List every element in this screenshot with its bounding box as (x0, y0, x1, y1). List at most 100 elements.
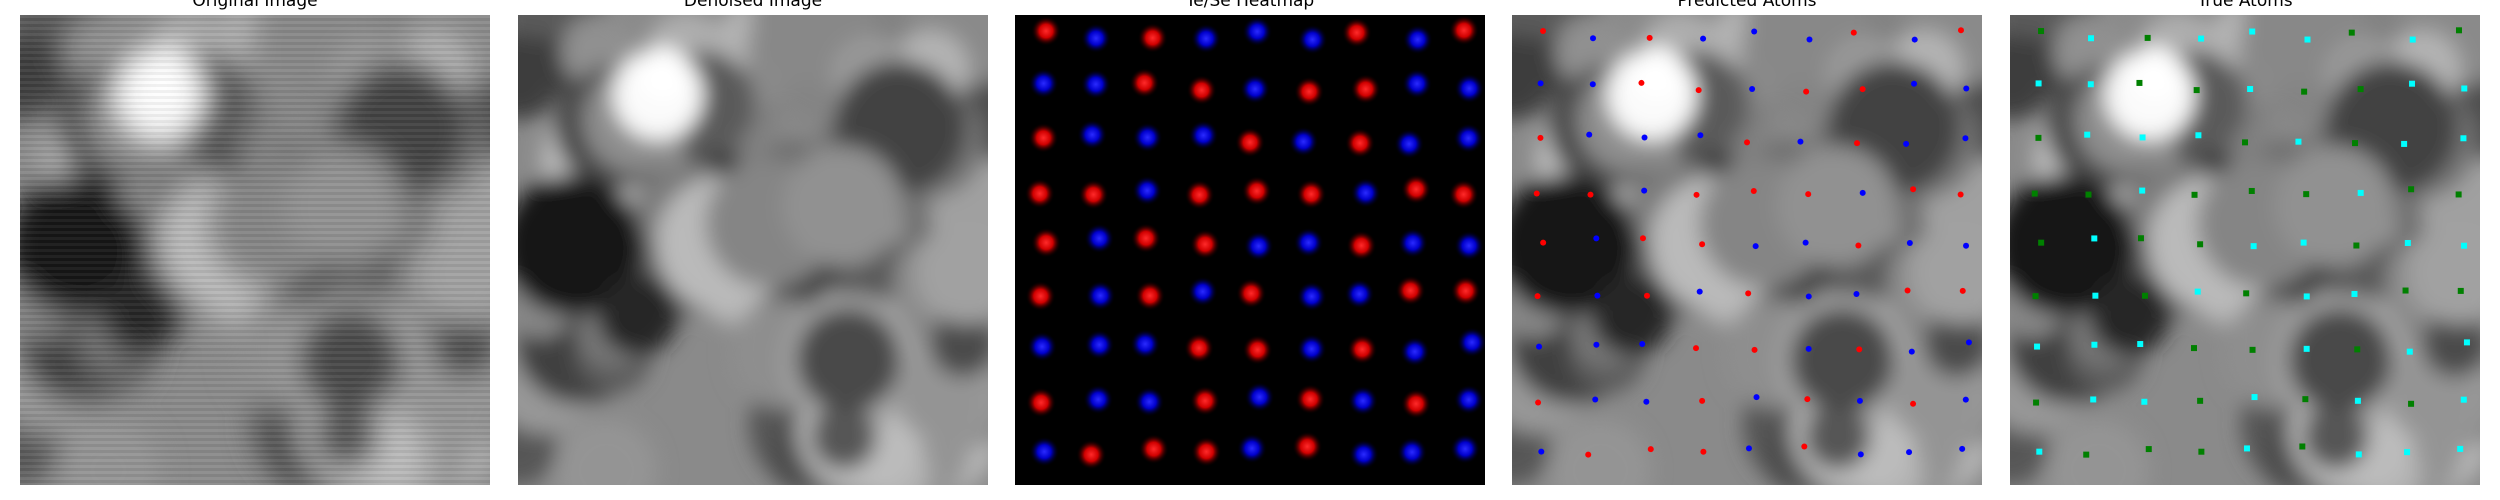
true-se-atom (2402, 287, 2409, 294)
heatmap-se-spot (1242, 16, 1273, 47)
panel-true-atoms: True Atoms (2010, 0, 2480, 500)
heatmap-se-spot (1397, 437, 1428, 468)
predicted-se-atom (1805, 293, 1812, 300)
true-te-atom (2457, 445, 2464, 452)
heatmap-te-spot (1350, 74, 1381, 105)
heatmap-se-spot (1080, 69, 1111, 100)
predicted-te-atom (1644, 292, 1651, 299)
predicted-te-atom (1856, 346, 1863, 353)
true-se-atom (2408, 186, 2415, 193)
heatmap-se-spot (1454, 230, 1485, 261)
true-se-atom (2031, 190, 2038, 197)
predicted-se-atom (1593, 235, 1600, 242)
heatmap-se-spot (1130, 329, 1161, 360)
heatmap-te-spot (1292, 431, 1323, 462)
heatmap-te-spot (1031, 16, 1062, 47)
true-se-atom (2033, 399, 2040, 406)
predicted-te-atom (1540, 28, 1547, 35)
heatmap-image (1015, 15, 1485, 485)
true-te-atom (2084, 131, 2091, 138)
heatmap-se-spot (1132, 122, 1163, 153)
true-se-atom (2248, 187, 2255, 194)
predicted-markers (1533, 27, 1972, 458)
predicted-te-atom (1859, 86, 1866, 93)
true-te-atom (2247, 86, 2254, 93)
predicted-se-atom (1697, 132, 1704, 139)
predicted-te-atom (1803, 88, 1810, 95)
denoised-image (518, 15, 988, 485)
predicted-se-atom (1696, 288, 1703, 295)
heatmap-te-spot (1129, 67, 1160, 98)
original-image (20, 15, 490, 485)
true-te-atom (2461, 242, 2468, 249)
true-se-atom (2357, 86, 2364, 93)
heatmap-se-spot (1397, 227, 1428, 258)
true-se-atom (2191, 191, 2198, 198)
heatmap-se-spot (1296, 281, 1327, 312)
heatmap-te-spot (1450, 275, 1481, 306)
predicted-te-atom (1957, 27, 1964, 34)
true-te-atom (2404, 239, 2411, 246)
predicted-se-atom (1745, 445, 1752, 452)
heatmap-te-spot (1031, 227, 1062, 258)
true-te-atom (2304, 36, 2311, 43)
true-te-atom (2404, 449, 2411, 456)
predicted-se-atom (1586, 131, 1593, 138)
heatmap-te-spot (1401, 174, 1432, 205)
heatmap-te-spot (1395, 275, 1426, 306)
predicted-te-atom (1850, 29, 1857, 36)
predicted-se-atom (1911, 36, 1918, 43)
heatmap-se-spot (1077, 119, 1108, 150)
predicted-te-atom (1639, 235, 1646, 242)
heatmap-se-spot (1347, 385, 1378, 416)
predicted-te-atom (1533, 190, 1540, 197)
true-te-atom (2463, 339, 2470, 346)
predicted-se-atom (1857, 451, 1864, 458)
true-te-atom (2034, 343, 2041, 350)
panel-title-denoised: Denoised Image (683, 0, 823, 11)
heatmap-te-spot (1341, 17, 1372, 48)
true-te-atom (2355, 451, 2362, 458)
heatmap-te-spot (1448, 179, 1479, 210)
predicted-te-atom (1638, 79, 1645, 86)
true-te-atom (2251, 394, 2258, 401)
true-te-atom (2351, 290, 2358, 297)
true-se-atom (2190, 345, 2197, 352)
predicted-te-atom (1959, 287, 1966, 294)
heatmap-se-spot (1399, 336, 1430, 367)
true-se-atom (2137, 235, 2144, 242)
heatmap-se-spot (1132, 175, 1163, 206)
predicted-se-atom (1806, 36, 1813, 43)
heatmap-se-spot (1081, 23, 1112, 54)
true-se-atom (2354, 346, 2361, 353)
true-se-atom (2302, 396, 2309, 403)
heatmap-se-spot (1134, 386, 1165, 417)
true-te-atom (2409, 36, 2416, 43)
heatmap-te-spot (1190, 385, 1221, 416)
panel-original-image: Original Image (20, 0, 490, 500)
true-te-atom (2092, 292, 2099, 299)
true-te-atom (2087, 81, 2094, 88)
true-te-atom (2090, 396, 2097, 403)
predicted-se-atom (1962, 135, 1969, 142)
heatmap-te-spot (1130, 223, 1161, 254)
true-te-atom (2300, 239, 2307, 246)
heatmap-se-spot (1084, 223, 1115, 254)
true-te-atom (2250, 243, 2257, 250)
heatmap-te-spot (1024, 178, 1055, 209)
heatmap-se-spot (1402, 24, 1433, 55)
predicted-se-atom (1593, 341, 1600, 348)
heatmap-se-spot (1191, 23, 1222, 54)
heatmap-te-spot (1241, 175, 1272, 206)
true-se-atom (2144, 34, 2151, 41)
true-se-atom (2085, 191, 2092, 198)
heatmap-te-spot (1190, 229, 1221, 260)
true-se-atom (2197, 397, 2204, 404)
true-te-atom (2357, 189, 2364, 196)
heatmap-te-spot (1295, 384, 1326, 415)
predicted-te-atom (1854, 140, 1861, 147)
panel-heatmap: Te/Se Heatmap (1015, 0, 1485, 500)
predicted-te-atom (1751, 346, 1758, 353)
predicted-se-atom (1797, 138, 1804, 145)
heatmap-se-spot (1084, 329, 1115, 360)
